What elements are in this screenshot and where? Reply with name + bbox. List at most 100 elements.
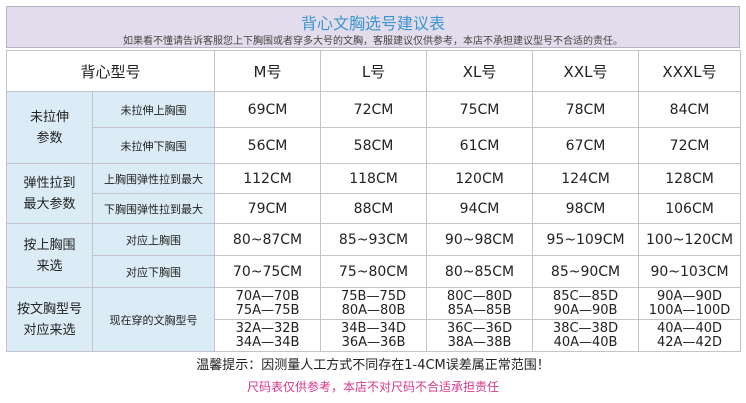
size-value-cell: 67CM <box>532 127 640 164</box>
size-value: 36C—36D <box>446 320 513 336</box>
group-label-line: 对应来选 <box>23 322 76 338</box>
chart-subtitle: 如果看不懂请告诉客服您上下胸围或者穿多大号的文胸，客服建议仅供参考，本店不承担建… <box>123 36 623 47</box>
size-value: 58CM <box>353 137 394 154</box>
size-value-cell: 70A—70B 75A—75B <box>214 287 322 320</box>
size-value: 75B—75D <box>341 288 407 304</box>
row-label: 未拉伸下胸围 <box>91 127 216 164</box>
size-value: 95~109CM <box>546 231 625 248</box>
disclaimer-note: 尺码表仅供参考，本店不对尺码不合适承担责任 <box>246 380 499 394</box>
size-header: XXXL号 <box>638 50 742 92</box>
size-value-cell: 124CM <box>532 163 640 194</box>
group-label-line: 最大参数 <box>23 196 76 212</box>
size-value: 80A—80B <box>341 302 406 318</box>
size-value: 88CM <box>353 200 394 217</box>
size-header: XXL号 <box>532 50 640 92</box>
size-header: M号 <box>214 50 322 92</box>
size-value: 79CM <box>247 200 288 217</box>
size-value: 100~120CM <box>646 231 734 248</box>
table-row: 按上胸围 来选 对应上胸围 80~87CM 85~93CM 90~98CM 95~109CM… <box>6 223 742 288</box>
size-value: 90A—90B <box>553 302 618 318</box>
tip-note: 温馨提示：因测量人工方式不同存在1-4CM误差属正常范围！ <box>196 358 550 373</box>
size-value: 90~103CM <box>650 263 729 280</box>
size-value: 112CM <box>243 170 292 187</box>
size-value-cell: 100~120CM <box>638 223 742 256</box>
table-row: 32A—32B 34A—34B 34B—34D 36A—36B 36C—36D 38A—3… <box>7 319 742 352</box>
size-value-cell: 128CM <box>638 163 742 194</box>
size-value-cell: 120CM <box>426 163 534 194</box>
size-value-cell: 80~87CM <box>214 223 322 256</box>
size-value-cell: 40A—40D 42A—42D <box>638 319 742 352</box>
group-label: 按文胸型号 对应来选 <box>6 287 93 352</box>
size-value-cell: 80~85CM <box>426 255 534 288</box>
size-value: 72CM <box>353 101 394 118</box>
size-table: 背心型号 M号 L号 XL号 XXL号 XXXL号 未拉伸 参数 未拉伸上胸围 69C… <box>5 50 742 352</box>
size-value: 32A—32B <box>235 320 300 336</box>
size-value-cell: 95~109CM <box>532 223 640 256</box>
size-value-cell: 36C—36D 38A—38B <box>426 319 534 352</box>
size-value: 85A—85B <box>447 302 512 318</box>
size-value: 40A—40B <box>553 334 618 350</box>
size-value-cell: 75~80CM <box>320 255 428 288</box>
table-header-row: 背心型号 M号 L号 XL号 XXL号 XXXL号 <box>5 50 742 92</box>
size-value-cell: 79CM <box>214 193 322 224</box>
size-value-cell: 70~75CM <box>214 255 322 288</box>
row-label: 对应上胸围 <box>91 223 216 256</box>
size-value: 38A—38B <box>447 334 512 350</box>
size-value: 69CM <box>247 101 288 118</box>
size-value-cell: 80C—80D 85A—85B <box>426 287 534 320</box>
size-value: 80~87CM <box>232 231 303 248</box>
size-value: 70~75CM <box>232 263 303 280</box>
size-value-cell: 85~90CM <box>532 255 640 288</box>
size-value: 118CM <box>349 170 398 187</box>
size-value-cell: 72CM <box>320 91 428 128</box>
size-value-cell: 106CM <box>638 193 742 224</box>
group-label: 未拉伸 参数 <box>6 91 93 164</box>
group-label: 按上胸围 来选 <box>6 223 93 288</box>
table-row: 弹性拉到最大参数 上胸围弹性拉到最大 112CM 118CM 120CM 124CM 128… <box>6 163 742 224</box>
size-value-cell: 75CM <box>426 91 534 128</box>
table-row: 未拉伸下胸围 56CM 58CM 61CM 67CM 72CM <box>7 127 742 164</box>
size-value-cell: 61CM <box>426 127 534 164</box>
group-label: 弹性拉到 最大参数 <box>6 163 93 224</box>
corner-header: 背心型号 <box>5 50 216 92</box>
size-value: 124CM <box>561 170 610 187</box>
size-value: 98CM <box>565 200 606 217</box>
size-value-cell: 88CM <box>320 193 428 224</box>
size-value: 75CM <box>459 101 500 118</box>
size-value: 85~90CM <box>550 263 621 280</box>
size-value-cell: 32A—32B 34A—34B <box>214 319 322 352</box>
size-value-cell: 34B—34D 36A—36B <box>320 319 428 352</box>
row-label: 对应下胸围 <box>91 255 216 288</box>
group-label-line: 按上胸围 <box>23 237 76 253</box>
size-value: 78CM <box>565 101 606 118</box>
table-row: 下胸围弹性拉到最大 79CM 88CM 94CM 98CM 106CM <box>7 193 742 224</box>
size-value: 84CM <box>669 101 710 118</box>
size-value-cell: 98CM <box>532 193 640 224</box>
size-value-cell: 90~103CM <box>638 255 742 288</box>
group-label-line: 弹性拉到 <box>23 175 76 191</box>
size-value: 85C—85D <box>552 288 619 304</box>
size-value-cell: 90~98CM <box>426 223 534 256</box>
size-value: 75~80CM <box>338 263 409 280</box>
size-value: 75A—75B <box>235 302 300 318</box>
size-value-cell: 58CM <box>320 127 428 164</box>
size-value-cell: 75B—75D 80A—80B <box>320 287 428 320</box>
size-value: 34A—34B <box>235 334 300 350</box>
size-value-cell: 72CM <box>638 127 742 164</box>
row-label: 未拉伸上胸围 <box>91 91 216 128</box>
size-value: 90A—90D <box>657 288 723 304</box>
size-value-cell: 84CM <box>638 91 742 128</box>
size-value: 61CM <box>459 137 500 154</box>
table-row: 对应下胸围 70~75CM 75~80CM 80~85CM 85~90CM 90~103C… <box>7 255 742 288</box>
size-value: 56CM <box>247 137 288 154</box>
group-label-line: 来选 <box>36 258 63 274</box>
group-label-line: 按文胸型号 <box>16 301 82 317</box>
row-label: 上胸围弹性拉到最大 <box>91 163 216 194</box>
size-value: 72CM <box>669 137 710 154</box>
size-value-cell: 85C—85D 90A—90B <box>532 287 640 320</box>
size-value: 90~98CM <box>444 231 515 248</box>
size-value: 80C—80D <box>446 288 513 304</box>
row-label: 现在穿的文胸型号 <box>91 287 216 352</box>
size-value: 120CM <box>455 170 504 187</box>
